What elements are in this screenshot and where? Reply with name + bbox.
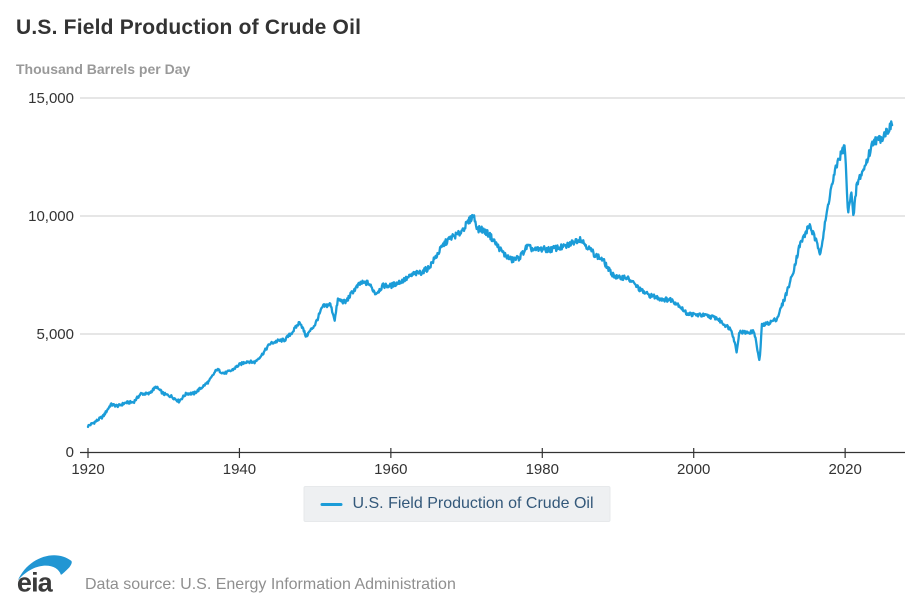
y-axis-label: 15,000 — [28, 90, 74, 107]
chart-subtitle: Thousand Barrels per Day — [16, 61, 191, 77]
chart-title: U.S. Field Production of Crude Oil — [16, 16, 362, 39]
legend-line-swatch — [320, 502, 343, 506]
x-axis-label: 2020 — [828, 461, 861, 478]
eia-logo: eia — [17, 555, 72, 595]
y-axis-label: 0 — [66, 444, 74, 461]
legend[interactable]: U.S. Field Production of Crude Oil — [303, 486, 611, 522]
x-axis-label: 1920 — [71, 461, 104, 478]
data-source-text: Data source: U.S. Energy Information Adm… — [85, 576, 456, 593]
eia-logo-swoosh — [17, 555, 72, 581]
x-axis-label: 1940 — [223, 461, 256, 478]
legend-label: U.S. Field Production of Crude Oil — [352, 495, 594, 512]
y-axis-label: 5,000 — [36, 326, 74, 343]
x-axis-label: 1960 — [374, 461, 407, 478]
production-line-series — [86, 120, 894, 429]
x-axis-label: 1980 — [526, 461, 559, 478]
eia-logo-text: eia — [17, 567, 54, 595]
y-axis-label: 10,000 — [28, 208, 74, 225]
x-axis-label: 2000 — [677, 461, 710, 478]
